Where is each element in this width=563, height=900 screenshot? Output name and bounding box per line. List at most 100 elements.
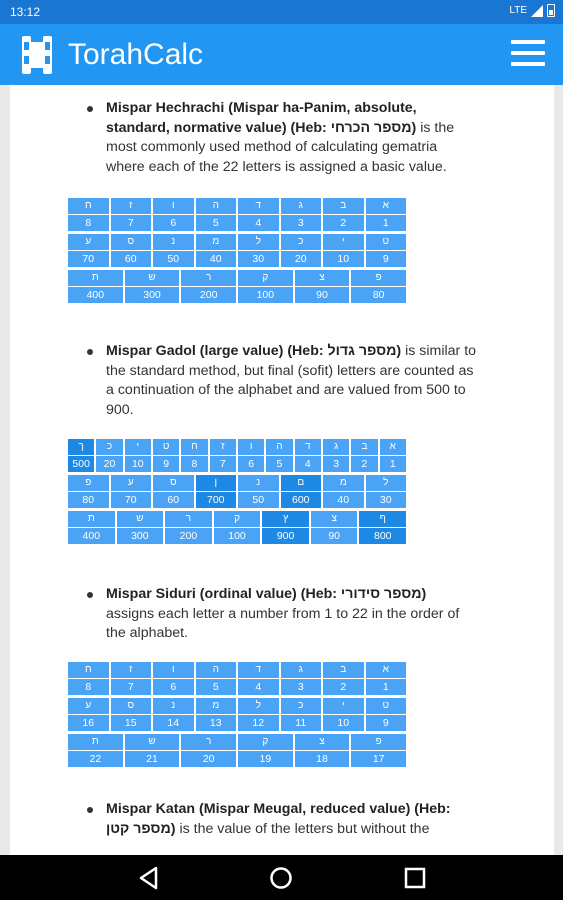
letter-value: 50 xyxy=(238,492,279,508)
hebrew-letter: ט xyxy=(365,698,406,714)
hebrew-letter: נ xyxy=(238,475,279,491)
letter-value: 22 xyxy=(68,751,123,767)
letter-value: 4 xyxy=(294,456,321,472)
value-row: ת 22 ש 21 ר 20 ק 19 צ 18 פ 17 xyxy=(68,734,407,767)
letter-value-cell: ש 300 xyxy=(124,270,180,303)
hebrew-letter: ן xyxy=(195,475,236,491)
letter-value: 11 xyxy=(280,715,321,731)
back-triangle-icon[interactable] xyxy=(135,864,163,892)
letter-value: 8 xyxy=(68,215,109,231)
bullet xyxy=(87,592,93,598)
hebrew-letter: ד xyxy=(294,439,321,455)
method-description: is similar to the standard method, but f… xyxy=(106,343,477,418)
bullet xyxy=(87,349,93,355)
letter-value: 17 xyxy=(351,751,407,767)
letter-value-cell: ר 20 xyxy=(181,734,237,767)
recent-square-icon[interactable] xyxy=(401,864,429,892)
letter-value: 40 xyxy=(323,492,364,508)
hebrew-letter: ת xyxy=(68,734,123,750)
letter-value: 13 xyxy=(195,715,236,731)
section-text: Mispar Gadol (large value) (Heb: מספר גד… xyxy=(106,342,478,420)
letter-value: 800 xyxy=(359,528,407,544)
letter-value: 700 xyxy=(195,492,236,508)
hebrew-letter: ת xyxy=(68,511,115,527)
letter-value: 6 xyxy=(153,215,194,231)
network-label: LTE xyxy=(509,5,527,16)
hebrew-letter: ר xyxy=(165,511,212,527)
hebrew-letter: ר xyxy=(181,270,237,286)
hebrew-letter: ג xyxy=(280,198,321,214)
letter-value: 3 xyxy=(322,456,350,472)
letter-value-cell: ם 600 xyxy=(280,475,321,508)
value-row: ע 70 ס 60 נ 50 מ 40 ל 30 כ 20 י 10 ט 9 xyxy=(68,234,406,267)
letter-value-cell: י 10 xyxy=(323,234,364,267)
letter-value: 9 xyxy=(365,715,406,731)
hebrew-letter: ת xyxy=(68,270,123,286)
hebrew-letter: צ xyxy=(294,270,350,286)
hebrew-letter: ש xyxy=(124,270,180,286)
hamburger-menu-icon[interactable] xyxy=(511,40,545,70)
hebrew-letter: ך xyxy=(68,439,95,455)
value-grid: ח 8 ז 7 ו 6 ה 5 ד 4 ג 3 ב 2 א 1 ע 70 ס 60 נ 50 מ 40 ל 30 כ 20 י 10 ט 9 ת… xyxy=(68,198,407,306)
letter-value: 8 xyxy=(181,456,208,472)
hebrew-letter: ל xyxy=(238,234,279,250)
method-name: Mispar Hechrachi (Mispar ha-Panim, absol… xyxy=(106,100,417,136)
letter-value-cell: ס 15 xyxy=(110,698,151,731)
section-text: Mispar Katan (Mispar Meugal, reduced val… xyxy=(106,800,478,839)
hebrew-letter: מ xyxy=(195,698,236,714)
method-name: Mispar Siduri (ordinal value) (Heb: מספר… xyxy=(106,586,427,602)
hebrew-letter: נ xyxy=(153,234,194,250)
letter-value: 10 xyxy=(323,251,364,267)
hebrew-letter: י xyxy=(323,698,364,714)
home-circle-icon[interactable] xyxy=(267,864,295,892)
letter-value-cell: ע 70 xyxy=(110,475,151,508)
hebrew-letter: ה xyxy=(195,198,236,214)
letter-value: 4 xyxy=(238,215,279,231)
letter-value: 6 xyxy=(237,456,265,472)
hebrew-letter: ם xyxy=(280,475,321,491)
letter-value: 60 xyxy=(110,251,151,267)
hebrew-letter: ו xyxy=(153,662,194,678)
hebrew-letter: מ xyxy=(195,234,236,250)
letter-value: 1 xyxy=(379,456,406,472)
section-text: Mispar Hechrachi (Mispar ha-Panim, absol… xyxy=(106,99,478,177)
letter-value-cell: י 10 xyxy=(124,439,151,472)
letter-value: 90 xyxy=(294,287,350,303)
hebrew-letter: ס xyxy=(110,234,151,250)
hebrew-letter: ע xyxy=(68,698,109,714)
letter-value: 100 xyxy=(213,528,261,544)
value-row: ת 400 ש 300 ר 200 ק 100 צ 90 פ 80 xyxy=(68,270,407,303)
hebrew-letter: נ xyxy=(153,698,194,714)
hebrew-letter: ק xyxy=(238,270,293,286)
hebrew-letter: ג xyxy=(322,439,350,455)
app-title: TorahCalc xyxy=(68,38,204,71)
letter-value: 7 xyxy=(110,679,151,695)
letter-value-cell: ר 200 xyxy=(181,270,237,303)
status-bar: 13:12 LTE xyxy=(0,0,563,24)
hebrew-letter: ש xyxy=(124,734,180,750)
hebrew-letter: כ xyxy=(280,698,321,714)
letter-value: 70 xyxy=(110,492,151,508)
scroll-content[interactable]: Mispar Hechrachi (Mispar ha-Panim, absol… xyxy=(10,85,554,855)
letter-value-cell: ת 400 xyxy=(68,270,123,303)
hebrew-letter: ף xyxy=(359,511,407,527)
letter-value: 400 xyxy=(68,287,123,303)
letter-value: 16 xyxy=(68,715,109,731)
hebrew-letter: צ xyxy=(310,511,358,527)
hebrew-letter: ס xyxy=(110,698,151,714)
letter-value: 20 xyxy=(181,751,237,767)
letter-value-cell: ך 500 xyxy=(68,439,95,472)
hebrew-letter: ס xyxy=(153,475,194,491)
hebrew-letter: א xyxy=(379,439,406,455)
